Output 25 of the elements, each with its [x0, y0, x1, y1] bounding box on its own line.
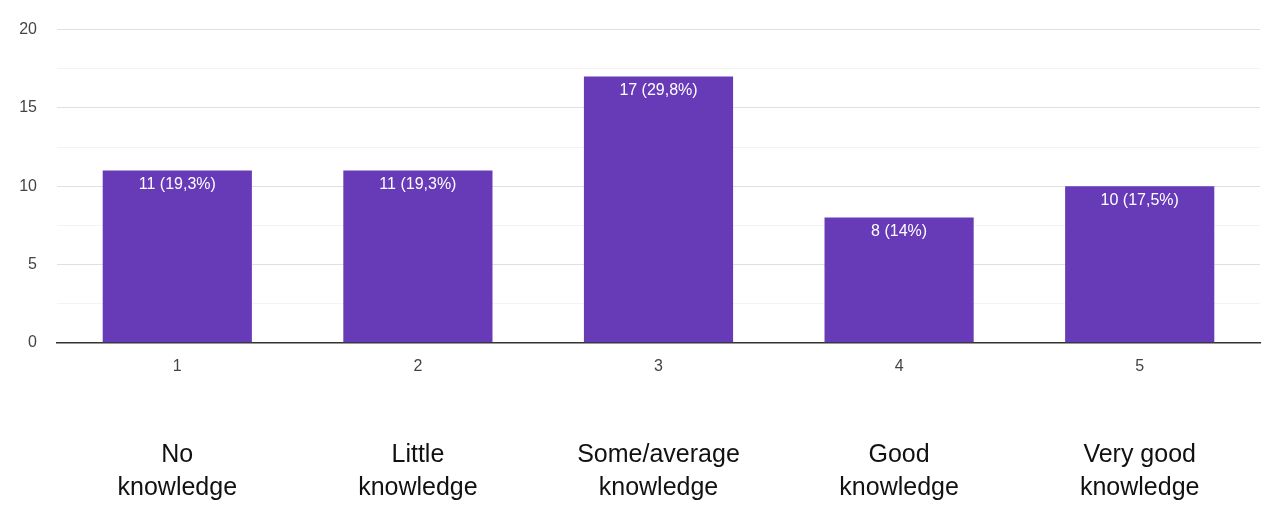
- text: Very good knowledge: [1078, 438, 1201, 502]
- data-label: 8 (14%): [871, 221, 928, 239]
- bar: [1065, 186, 1215, 343]
- text: No knowledge: [116, 438, 239, 502]
- bar: [583, 76, 734, 343]
- y-tick-label: 20: [19, 20, 38, 38]
- bar: [102, 170, 252, 343]
- y-tick-label: 10: [19, 176, 38, 194]
- y-tick-label: 5: [28, 254, 38, 272]
- text: Good knowledge: [838, 438, 960, 502]
- bar: [824, 217, 974, 343]
- bar: [343, 170, 493, 343]
- data-label: 17 (29,8%): [619, 80, 698, 98]
- x-tick-label: 3: [654, 356, 664, 374]
- x-tick-label: 5: [1135, 356, 1145, 374]
- x-tick-label: 1: [172, 356, 182, 374]
- text: Some/average knowledge: [576, 438, 741, 502]
- data-label: 11 (19,3%): [379, 174, 457, 192]
- data-label: 11 (19,3%): [138, 174, 216, 192]
- text: Little knowledge: [357, 438, 479, 502]
- data-label: 10 (17,5%): [1100, 190, 1179, 208]
- y-tick-label: 15: [19, 98, 38, 116]
- x-tick-label: 4: [894, 356, 904, 374]
- y-tick-label: 0: [28, 333, 38, 351]
- x-tick-label: 2: [413, 356, 423, 374]
